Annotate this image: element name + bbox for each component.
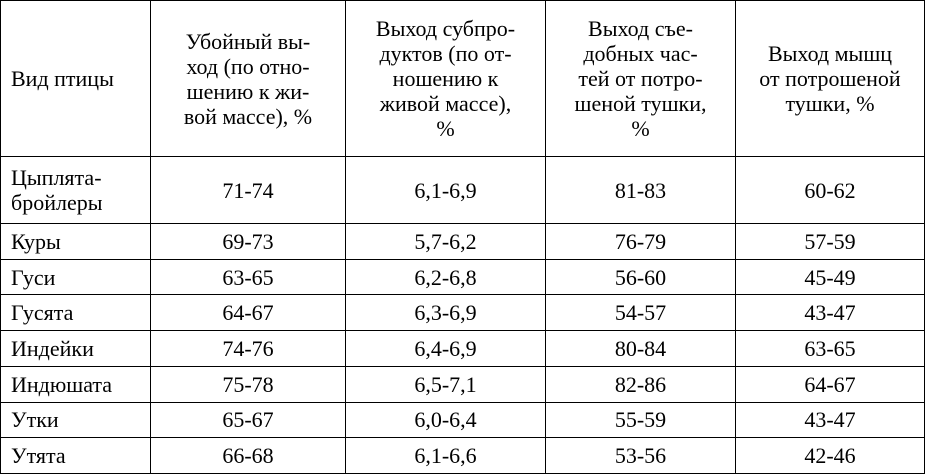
table-cell: 80-84 — [545, 330, 736, 367]
row-label: Куры — [0, 223, 151, 260]
table-cell: 76-79 — [545, 223, 736, 260]
table-cell: 60-62 — [735, 156, 925, 224]
row-label: Утята — [0, 437, 151, 474]
table-row: Утки 65-67 6,0-6,4 55-59 43-47 — [0, 401, 925, 439]
row-label: Индейки — [0, 330, 151, 367]
table-cell: 63-65 — [150, 258, 346, 296]
table-cell: 69-73 — [150, 223, 346, 260]
table-cell: 75-78 — [150, 365, 346, 403]
table-row: Гуси 63-65 6,2-6,8 56-60 45-49 — [0, 258, 925, 296]
table-cell: 64-67 — [735, 365, 925, 403]
table-cell: 63-65 — [735, 330, 925, 367]
table-cell: 6,3-6,9 — [345, 294, 546, 332]
header-row: Вид птицы Убойный вы- ход (по отно- шению… — [0, 0, 925, 157]
row-label: Утки — [0, 401, 151, 439]
table-cell: 43-47 — [735, 294, 925, 332]
row-label: Гусята — [0, 294, 151, 332]
table-cell: 6,5-7,1 — [345, 365, 546, 403]
table-cell: 6,1-6,9 — [345, 156, 546, 224]
table-cell: 57-59 — [735, 223, 925, 260]
table-cell: 65-67 — [150, 401, 346, 439]
table-cell: 82-86 — [545, 365, 736, 403]
table-row: Цыплята- бройлеры 71-74 6,1-6,9 81-83 60-62 — [0, 156, 925, 224]
row-label: Гуси — [0, 258, 151, 296]
table-cell: 42-46 — [735, 437, 925, 474]
table-cell: 5,7-6,2 — [345, 223, 546, 260]
table-row: Индейки 74-76 6,4-6,9 80-84 63-65 — [0, 330, 925, 367]
table-row: Утята 66-68 6,1-6,6 53-56 42-46 — [0, 437, 925, 474]
table-cell: 45-49 — [735, 258, 925, 296]
table-cell: 6,2-6,8 — [345, 258, 546, 296]
table-cell: 54-57 — [545, 294, 736, 332]
table-cell: 66-68 — [150, 437, 346, 474]
header-cell: Вид птицы — [0, 0, 151, 157]
table-cell: 64-67 — [150, 294, 346, 332]
table-row: Гусята 64-67 6,3-6,9 54-57 43-47 — [0, 294, 925, 332]
header-cell: Выход мышц от потрошеной тушки, % — [735, 0, 925, 157]
table-row: Индюшата 75-78 6,5-7,1 82-86 64-67 — [0, 365, 925, 403]
table-cell: 6,1-6,6 — [345, 437, 546, 474]
table-row: Куры 69-73 5,7-6,2 76-79 57-59 — [0, 223, 925, 260]
header-cell: Убойный вы- ход (по отно- шению к жи- во… — [150, 0, 346, 157]
header-cell: Выход съе- добных час- тей от потро- шен… — [545, 0, 736, 157]
row-label: Цыплята- бройлеры — [0, 156, 151, 224]
table-cell: 53-56 — [545, 437, 736, 474]
table-cell: 6,4-6,9 — [345, 330, 546, 367]
header-cell: Выход субпро- дуктов (по от- ношению к ж… — [345, 0, 546, 157]
table-cell: 43-47 — [735, 401, 925, 439]
table-cell: 56-60 — [545, 258, 736, 296]
table-cell: 74-76 — [150, 330, 346, 367]
table-cell: 71-74 — [150, 156, 346, 224]
table-cell: 6,0-6,4 — [345, 401, 546, 439]
row-label: Индюшата — [0, 365, 151, 403]
table-cell: 55-59 — [545, 401, 736, 439]
table-cell: 81-83 — [545, 156, 736, 224]
